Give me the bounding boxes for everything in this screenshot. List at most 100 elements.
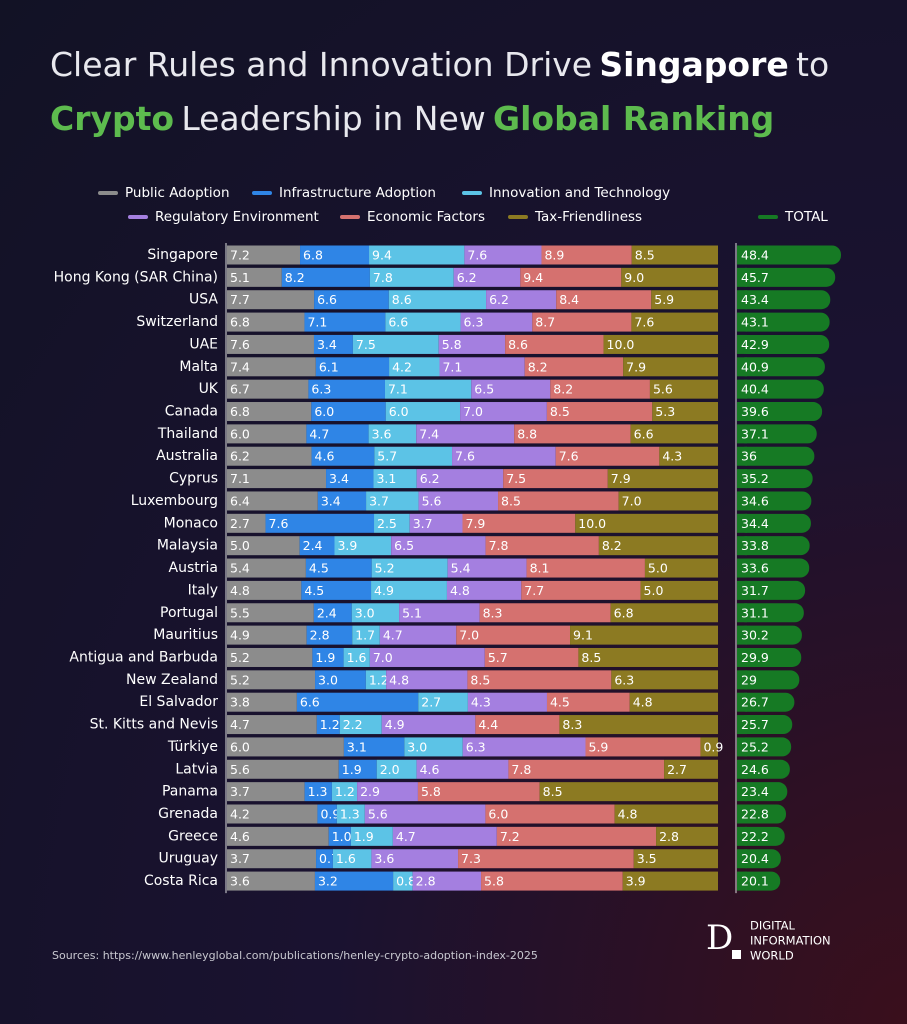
y-tick-label: El Salvador <box>139 694 218 710</box>
bar-segment <box>227 357 316 377</box>
y-tick-label: UAE <box>189 336 218 352</box>
value-label: 5.6 <box>422 493 442 508</box>
value-label: 7.6 <box>634 315 654 330</box>
total-label: 48.4 <box>741 248 769 263</box>
y-tick-label: Monaco <box>164 515 218 531</box>
value-label: 3.7 <box>230 851 250 866</box>
bar-segment <box>227 312 305 332</box>
total-label: 22.8 <box>741 807 769 822</box>
bar-segment <box>452 446 556 466</box>
bar-segment <box>265 513 375 533</box>
value-label: 3.0 <box>407 739 427 754</box>
bar-segment <box>313 603 352 623</box>
bar-segment <box>304 782 332 802</box>
bar-segment <box>456 625 571 645</box>
total-bar-corner <box>737 826 747 846</box>
value-label: 7.8 <box>373 270 393 285</box>
bar-segment <box>371 580 447 600</box>
value-label: 4.8 <box>230 583 250 598</box>
bar-segment <box>227 692 297 712</box>
value-label: 8.5 <box>581 650 601 665</box>
total-label: 31.1 <box>741 605 769 620</box>
value-label: 6.2 <box>457 270 477 285</box>
y-tick-label: USA <box>189 292 218 308</box>
value-label: 7.2 <box>500 829 520 844</box>
total-bar-corner <box>737 759 747 779</box>
value-label: 6.0 <box>230 426 250 441</box>
bar-segment <box>651 290 718 310</box>
bar-segment <box>301 580 372 600</box>
value-label: 7.6 <box>230 337 250 352</box>
value-label: 7.1 <box>307 315 327 330</box>
value-label: 3.0 <box>355 605 375 620</box>
bar-segment <box>374 446 453 466</box>
total-label: 43.1 <box>741 315 769 330</box>
value-label: 7.4 <box>230 359 250 374</box>
bar-segment <box>227 290 315 310</box>
total-bar-corner <box>737 804 747 824</box>
bar-segment <box>328 826 351 846</box>
total-bar <box>737 469 813 489</box>
total-bar <box>737 804 786 824</box>
bar-segment <box>369 267 454 287</box>
bar-segment <box>610 603 718 623</box>
value-label: 3.1 <box>347 739 367 754</box>
value-label: 6.6 <box>317 292 337 307</box>
value-label: 4.7 <box>396 829 416 844</box>
total-bar <box>737 759 790 779</box>
total-bar-corner <box>737 357 747 377</box>
total-bar <box>737 379 824 399</box>
bar-segment <box>644 558 718 578</box>
bar-segment <box>381 715 476 735</box>
logo-text: DIGITAL <box>750 919 796 933</box>
value-label: 7.0 <box>463 404 483 419</box>
bar-segment <box>598 536 718 556</box>
value-label: 1.2 <box>320 717 340 732</box>
total-bar <box>737 647 802 667</box>
title-part: Clear Rules and Innovation Drive <box>50 45 593 84</box>
total-bar <box>737 424 817 444</box>
value-label: 4.7 <box>309 426 329 441</box>
bar-segment <box>556 290 652 310</box>
bar-segment <box>379 625 457 645</box>
bar-segment <box>339 715 382 735</box>
bar-segment <box>664 759 718 779</box>
value-label: 7.1 <box>230 471 250 486</box>
bar-segment <box>306 625 353 645</box>
value-label: 3.9 <box>337 538 357 553</box>
bar-segment <box>227 737 344 757</box>
bar-segment <box>227 334 314 354</box>
total-bar-corner <box>737 334 747 354</box>
y-tick-label: Türkiye <box>167 739 218 755</box>
total-label: 36 <box>741 449 757 464</box>
y-tick-label: Uruguay <box>159 851 219 867</box>
bar-segment <box>227 647 313 667</box>
value-label: 6.2 <box>420 471 440 486</box>
bar-segment <box>374 513 410 533</box>
value-label: 5.9 <box>654 292 674 307</box>
total-label: 34.6 <box>741 493 769 508</box>
value-label: 5.6 <box>653 382 673 397</box>
y-tick-label: Greece <box>168 828 218 844</box>
total-bar-corner <box>737 715 747 735</box>
value-label: 8.2 <box>528 359 548 374</box>
total-bar-corner <box>737 402 747 422</box>
bar-segment <box>416 759 509 779</box>
bar-segment <box>460 402 547 422</box>
total-bar-corner <box>737 580 747 600</box>
bar-segment <box>227 558 306 578</box>
value-label: 1.6 <box>336 851 356 866</box>
total-bar <box>737 849 781 869</box>
legend-label: Regulatory Environment <box>155 209 319 225</box>
bar-segment <box>575 513 718 533</box>
total-label: 22.2 <box>741 829 769 844</box>
total-bar-corner <box>737 513 747 533</box>
value-label: 3.6 <box>230 874 250 889</box>
bar-segment <box>416 424 515 444</box>
bar-segment <box>369 647 485 667</box>
value-label: 4.7 <box>230 717 250 732</box>
bar-segment <box>496 826 657 846</box>
bar-segment <box>314 871 394 891</box>
value-label: 10.0 <box>578 516 606 531</box>
total-bar-corner <box>737 536 747 556</box>
